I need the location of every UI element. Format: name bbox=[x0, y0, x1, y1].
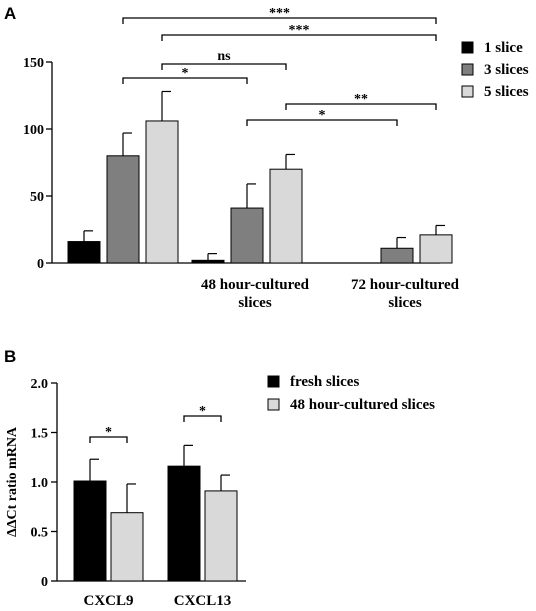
legend-swatch-48-hour-cultured-slices bbox=[267, 398, 280, 411]
y-tick-label: 150 bbox=[23, 56, 44, 71]
panel-a: A 0 50 100 150 48 hour-cultured slices 72 hour… bbox=[4, 4, 529, 311]
bar-1-slice-48-hour-cultured-slices bbox=[191, 259, 225, 264]
legend-label-5-slices: 5 slices bbox=[484, 84, 529, 100]
y-tick-label: 100 bbox=[23, 123, 44, 138]
y-tick-label: 1.5 bbox=[31, 427, 49, 442]
y-tick-label: 0 bbox=[41, 575, 48, 590]
bar-5-slices-none bbox=[145, 120, 179, 264]
bar-5-slices-48-hour-cultured-slices bbox=[269, 168, 303, 264]
significance-bracket bbox=[89, 436, 128, 443]
significance-label: *** bbox=[289, 23, 310, 38]
significance-label: * bbox=[182, 66, 189, 81]
y-tick-label: 0 bbox=[37, 257, 44, 272]
legend-label-1-slice: 1 slice bbox=[484, 40, 523, 56]
bar-fresh-slices-cxcl9 bbox=[73, 480, 107, 582]
category-label-cxcl9: CXCL9 bbox=[83, 593, 133, 609]
significance-bracket bbox=[246, 119, 398, 126]
significance-bracket bbox=[285, 103, 437, 110]
significance-label: * bbox=[199, 404, 206, 419]
panel-letter-b: B bbox=[4, 347, 16, 366]
bar-48-hour-cultured-slices-cxcl9 bbox=[110, 512, 144, 582]
panel-b: B 0 0.5 1.0 1.5 2.0 ΔΔCt ratio mRNA CXCL9 CXCL1… bbox=[4, 347, 435, 609]
legend-label-fresh-slices: fresh slices bbox=[290, 374, 359, 390]
y-tick-label: 50 bbox=[30, 190, 44, 205]
y-tick-label: 1.0 bbox=[31, 476, 49, 491]
bar-3-slices-72-hour-cultured-slices bbox=[380, 247, 414, 264]
significance-label: * bbox=[105, 425, 112, 440]
significance-bracket bbox=[122, 77, 248, 84]
y-tick-label: 0.5 bbox=[31, 526, 49, 541]
y-axis-label: ΔΔCt ratio mRNA bbox=[5, 426, 20, 537]
significance-label: ns bbox=[217, 49, 231, 64]
bar-fresh-slices-cxcl13 bbox=[167, 465, 201, 582]
significance-bracket bbox=[161, 63, 287, 70]
y-tick-label: 2.0 bbox=[31, 377, 49, 392]
legend-swatch-3-slices bbox=[461, 63, 474, 76]
category-label-cxcl13: CXCL13 bbox=[174, 593, 232, 609]
bar-5-slices-72-hour-cultured-slices bbox=[419, 234, 453, 264]
panel-letter-a: A bbox=[4, 4, 16, 23]
bar-1-slice-none bbox=[67, 241, 101, 264]
significance-label: * bbox=[319, 108, 326, 123]
legend-swatch-5-slices bbox=[461, 85, 474, 98]
significance-bracket bbox=[183, 415, 222, 422]
legend-swatch-1-slice bbox=[461, 41, 474, 54]
significance-bracket bbox=[161, 34, 437, 41]
significance-bracket bbox=[122, 17, 437, 24]
bar-3-slices-48-hour-cultured-slices bbox=[230, 207, 264, 264]
significance-label: *** bbox=[269, 6, 290, 21]
legend-label-3-slices: 3 slices bbox=[484, 62, 529, 78]
bar-48-hour-cultured-slices-cxcl13 bbox=[204, 490, 238, 582]
category-label-48-hour-cultured-slices: 48 hour-cultured slices bbox=[201, 277, 310, 311]
significance-label: ** bbox=[354, 92, 368, 107]
bar-3-slices-none bbox=[106, 155, 140, 264]
category-label-72-hour-cultured-slices: 72 hour-cultured slices bbox=[351, 277, 460, 311]
legend-swatch-fresh-slices bbox=[267, 375, 280, 388]
legend-label-48-hour-cultured-slices: 48 hour-cultured slices bbox=[290, 397, 435, 413]
